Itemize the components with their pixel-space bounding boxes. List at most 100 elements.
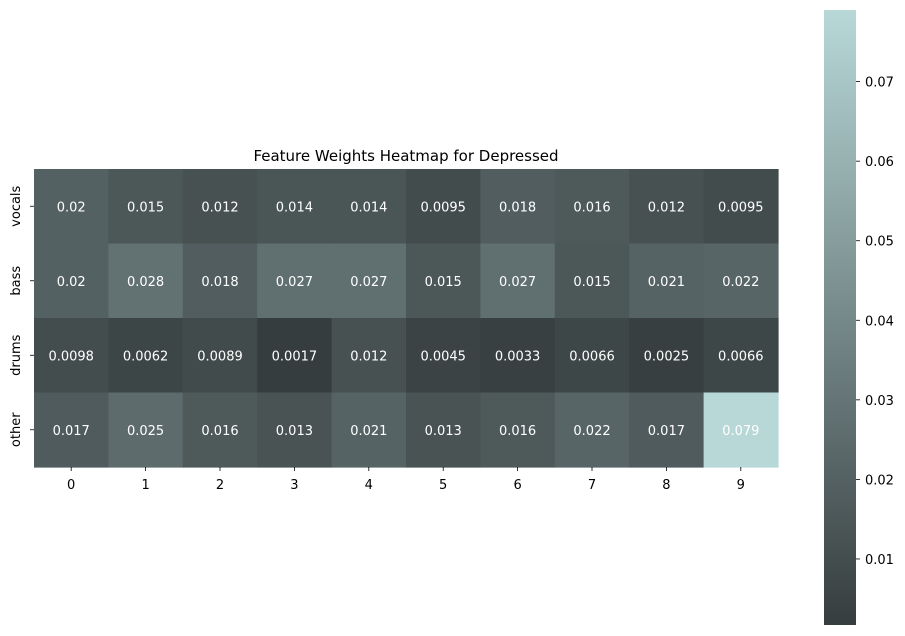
cell-value-label: 0.027	[350, 275, 387, 290]
heatmap-cell-drums-7	[554, 318, 630, 394]
x-tick-label: 5	[439, 478, 447, 493]
heatmap-cell-other-2	[182, 392, 258, 468]
heatmap-cell-bass-8	[629, 243, 705, 319]
cell-value-label: 0.016	[573, 200, 610, 215]
heatmap-cell-drums-5	[406, 318, 481, 394]
colorbar-tick-label: 0.01	[865, 553, 894, 568]
cell-value-label: 0.0066	[569, 349, 615, 364]
cell-value-label: 0.021	[648, 275, 685, 290]
heatmap-cell-drums-9	[703, 318, 779, 394]
heatmap-cell-vocals-6	[480, 169, 556, 245]
cell-value-label: 0.013	[276, 424, 313, 439]
heatmap-cell-bass-5	[406, 243, 481, 319]
y-tick-label: other	[9, 412, 24, 447]
heatmap-cell-other-3	[257, 392, 333, 468]
heatmap-cell-vocals-2	[182, 169, 258, 245]
cell-value-label: 0.012	[350, 349, 387, 364]
colorbar-tick-label: 0.05	[865, 235, 894, 250]
cell-value-label: 0.02	[57, 200, 86, 215]
heatmap-cell-bass-3	[257, 243, 333, 319]
heatmap-cell-other-9	[703, 392, 779, 468]
cell-value-label: 0.0098	[48, 349, 94, 364]
x-tick-label: 1	[141, 478, 149, 493]
y-tick-label: vocals	[9, 185, 24, 226]
cell-value-label: 0.014	[350, 200, 387, 215]
cell-value-label: 0.0062	[123, 349, 169, 364]
cell-value-label: 0.022	[722, 275, 759, 290]
cell-value-label: 0.0095	[420, 200, 466, 215]
colorbar-gradient	[824, 10, 856, 625]
colorbar-tick-label: 0.07	[865, 76, 894, 91]
heatmap-cell-drums-6	[480, 318, 556, 394]
heatmap-cell-drums-1	[108, 318, 184, 394]
heatmap-cell-vocals-3	[257, 169, 333, 245]
cell-value-label: 0.018	[201, 275, 238, 290]
x-tick-label: 0	[67, 478, 75, 493]
heatmap-cell-drums-2	[182, 318, 258, 394]
x-axis: 0 1 2 3 4 5 6 7 8 9	[67, 467, 745, 493]
colorbar-tick-label: 0.03	[865, 394, 894, 409]
cell-value-label: 0.012	[648, 200, 685, 215]
cell-value-label: 0.021	[350, 424, 387, 439]
cell-value-label: 0.0017	[272, 349, 318, 364]
cell-value-label: 0.015	[127, 200, 164, 215]
cell-value-label: 0.016	[201, 424, 238, 439]
heatmap-cell-other-0	[34, 392, 109, 468]
heatmap-cells	[34, 169, 779, 468]
cell-value-label: 0.079	[722, 424, 759, 439]
heatmap-cell-bass-6	[480, 243, 556, 319]
y-tick-label: bass	[9, 266, 24, 296]
heatmap-cell-labels: 0.02 0.015 0.012 0.014 0.014 0.0095 0.018 0.016…	[48, 200, 763, 439]
heatmap-cell-bass-1	[108, 243, 184, 319]
heatmap-cell-bass-4	[331, 243, 407, 319]
x-tick-label: 4	[365, 478, 373, 493]
heatmap-cell-vocals-5	[406, 169, 481, 245]
heatmap-cell-other-7	[554, 392, 630, 468]
chart-title: Feature Weights Heatmap for Depressed	[253, 147, 558, 165]
heatmap-cell-drums-4	[331, 318, 407, 394]
cell-value-label: 0.027	[499, 275, 536, 290]
heatmap-cell-drums-8	[629, 318, 705, 394]
heatmap-cell-other-4	[331, 392, 407, 468]
cell-value-label: 0.0033	[495, 349, 541, 364]
heatmap-cell-vocals-8	[629, 169, 705, 245]
colorbar: 0.01 0.02 0.03 0.04 0.05 0.06 0.07	[824, 10, 894, 625]
heatmap-cell-other-6	[480, 392, 556, 468]
heatmap-cell-vocals-1	[108, 169, 184, 245]
heatmap-cell-bass-2	[182, 243, 258, 319]
cell-value-label: 0.017	[53, 424, 90, 439]
cell-value-label: 0.015	[573, 275, 610, 290]
cell-value-label: 0.013	[425, 424, 462, 439]
x-tick-label: 2	[216, 478, 224, 493]
heatmap-cell-bass-7	[554, 243, 630, 319]
cell-value-label: 0.016	[499, 424, 536, 439]
colorbar-ticks: 0.01 0.02 0.03 0.04 0.05 0.06 0.07	[856, 76, 894, 568]
cell-value-label: 0.015	[425, 275, 462, 290]
cell-value-label: 0.025	[127, 424, 164, 439]
x-tick-label: 3	[290, 478, 298, 493]
x-tick-label: 7	[588, 478, 596, 493]
heatmap-cell-vocals-7	[554, 169, 630, 245]
heatmap-cell-other-1	[108, 392, 184, 468]
cell-value-label: 0.017	[648, 424, 685, 439]
y-axis: vocals bass drums other	[9, 185, 34, 447]
cell-value-label: 0.012	[201, 200, 238, 215]
cell-value-label: 0.0095	[718, 200, 764, 215]
heatmap-cell-bass-0	[34, 243, 109, 319]
cell-value-label: 0.027	[276, 275, 313, 290]
cell-value-label: 0.014	[276, 200, 313, 215]
x-tick-label: 8	[662, 478, 670, 493]
x-tick-label: 6	[513, 478, 521, 493]
cell-value-label: 0.028	[127, 275, 164, 290]
y-tick-label: drums	[9, 334, 24, 375]
heatmap-cell-other-8	[629, 392, 705, 468]
cell-value-label: 0.018	[499, 200, 536, 215]
cell-value-label: 0.0066	[718, 349, 764, 364]
cell-value-label: 0.0089	[197, 349, 243, 364]
heatmap-cell-vocals-4	[331, 169, 407, 245]
colorbar-tick-label: 0.06	[865, 155, 894, 170]
x-tick-label: 9	[737, 478, 745, 493]
heatmap-cell-vocals-0	[34, 169, 109, 245]
cell-value-label: 0.022	[573, 424, 610, 439]
